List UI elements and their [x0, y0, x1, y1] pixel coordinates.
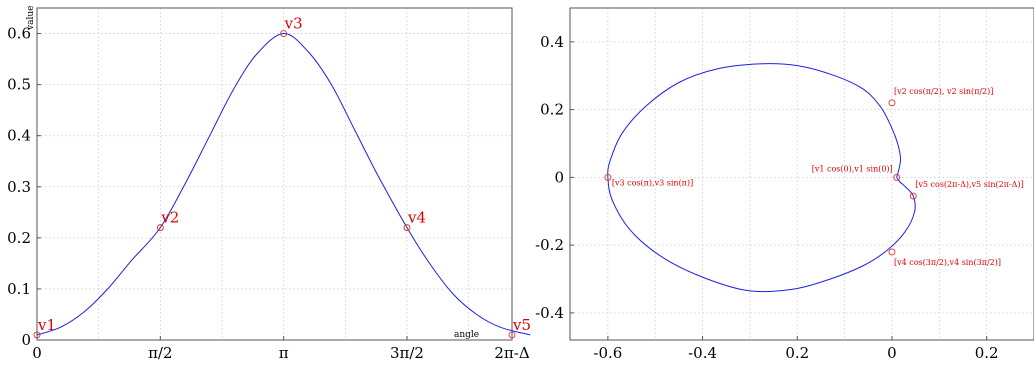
x-tick-label: 2π-Δ: [494, 344, 529, 362]
point-label: [v2 cos(π/2), v2 sin(π/2)]: [894, 87, 993, 96]
x-tick-label: 0: [32, 344, 42, 362]
point-marker: [888, 248, 896, 256]
series-line: [607, 63, 916, 293]
point-label: [v1 cos(0),v1 sin(0)]: [812, 164, 893, 173]
x-tick-label: -0.6: [593, 344, 622, 362]
y-tick-label: 0.5: [7, 76, 31, 94]
point-label: v5: [512, 316, 531, 334]
y-tick-label: 0: [554, 168, 564, 186]
point-marker: [909, 192, 917, 200]
y-tick-label: 0.1: [7, 280, 31, 298]
point-marker: [403, 224, 411, 232]
point-label: v3: [284, 15, 303, 33]
point-marker: [33, 331, 41, 339]
y-tick-label: 0.3: [7, 178, 31, 196]
y-tick-label: 0.6: [7, 25, 31, 43]
y-tick-label: 0.4: [540, 33, 564, 51]
point-marker: [508, 331, 516, 339]
y-tick-label: 0.2: [540, 101, 564, 119]
value-vs-angle-chart: 0 π/2 π 3π/2 2π-Δ 0 0.1 0.2 0.3 0.4 0.5 0.6 angle val…: [7, 6, 531, 362]
point-marker: [280, 30, 288, 37]
x-tick-label: 0.2: [785, 344, 809, 362]
point-label: [v5 cos(2π-Δ),v5 sin(2π-Δ)]: [915, 180, 1023, 189]
polar-curve-chart: -0.6 -0.4 0.2 0 0.2 0.4 0.2 0 -0.2 -0.4 [v1 cos(0)…: [535, 7, 1034, 362]
plot-frame: [569, 7, 1034, 341]
point-marker: [604, 173, 612, 181]
point-marker: [893, 173, 901, 181]
point-label: [v3 cos(π),v3 sin(π)]: [612, 178, 693, 187]
point-label: [v4 cos(3π/2),v4 sin(3π/2)]: [894, 258, 1001, 267]
y-tick-label: 0.4: [7, 127, 31, 145]
point-marker: [156, 224, 164, 232]
point-label: v2: [160, 209, 179, 227]
point-marker: [888, 99, 896, 107]
x-tick-label: 3π/2: [390, 344, 424, 362]
x-tick-label: π/2: [148, 344, 172, 362]
y-tick-label: 0.2: [7, 229, 31, 247]
y-tick-label: 0: [21, 331, 31, 349]
x-tick-label: 0: [887, 344, 897, 362]
x-tick-label: 0.2: [975, 344, 999, 362]
point-label: v1: [37, 316, 56, 334]
series-line: [36, 32, 531, 336]
y-tick-label: -0.2: [535, 236, 564, 254]
plot-frame: [36, 7, 513, 341]
x-axis-label: angle: [454, 330, 479, 340]
x-tick-label: π: [279, 344, 289, 362]
y-axis-label: value: [26, 6, 36, 31]
point-label: v4: [407, 209, 426, 227]
y-tick-label: -0.4: [535, 304, 564, 322]
x-tick-label: -0.4: [688, 344, 717, 362]
